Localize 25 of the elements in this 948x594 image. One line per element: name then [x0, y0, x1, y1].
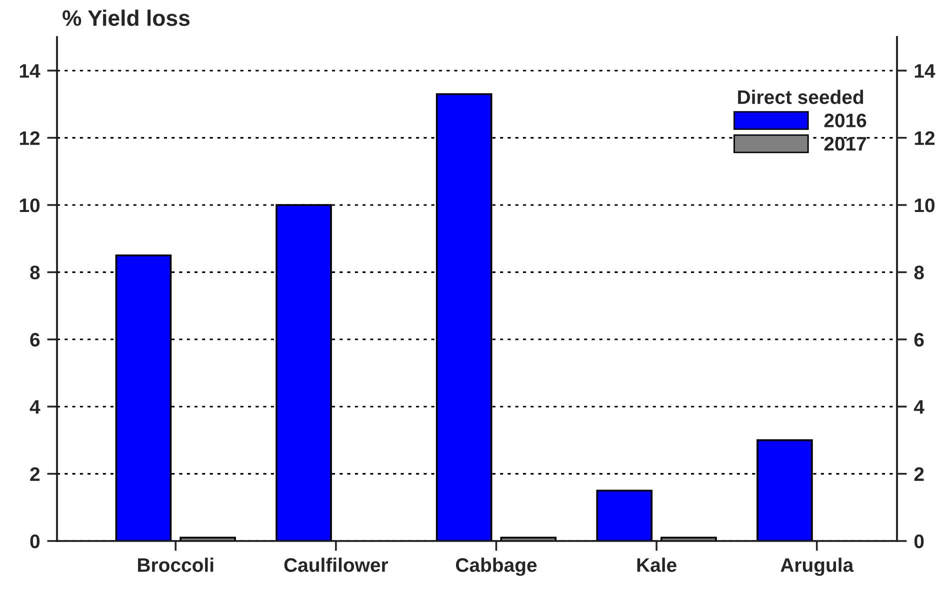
y-tick-label: 6	[30, 332, 40, 347]
legend-label: 2016	[824, 114, 866, 128]
x-tick-label: Broccoli	[138, 558, 214, 572]
y-tick-label: 14	[20, 64, 40, 78]
legend-label: 2017	[824, 136, 866, 151]
y-tick-label: 10	[20, 198, 40, 212]
y-tick-label: 4	[30, 400, 40, 414]
y-axis-title: % Yield loss	[62, 10, 190, 26]
y2-tick-label: 2	[914, 467, 924, 481]
y2-tick-label: 10	[914, 198, 934, 212]
y2-tick-label: 6	[914, 332, 924, 347]
y-tick-label: 8	[30, 266, 40, 280]
y2-tick-label: 0	[914, 534, 924, 548]
y2-tick-label: 14	[914, 64, 936, 78]
y-tick-label: 2	[30, 467, 40, 481]
y2-tick-label: 12	[914, 131, 935, 145]
legend-title: Direct seeded	[738, 90, 864, 104]
y-tick-label: 0	[30, 534, 40, 548]
y-tick-label: 12	[20, 131, 40, 145]
x-tick-label: Arugula	[780, 558, 854, 576]
x-tick-label: Caulfilower	[284, 558, 388, 572]
y2-tick-label: 4	[914, 400, 924, 414]
x-tick-label: Kale	[637, 558, 676, 572]
x-tick-label: Cabbage	[456, 558, 537, 576]
y2-tick-label: 8	[914, 266, 924, 280]
